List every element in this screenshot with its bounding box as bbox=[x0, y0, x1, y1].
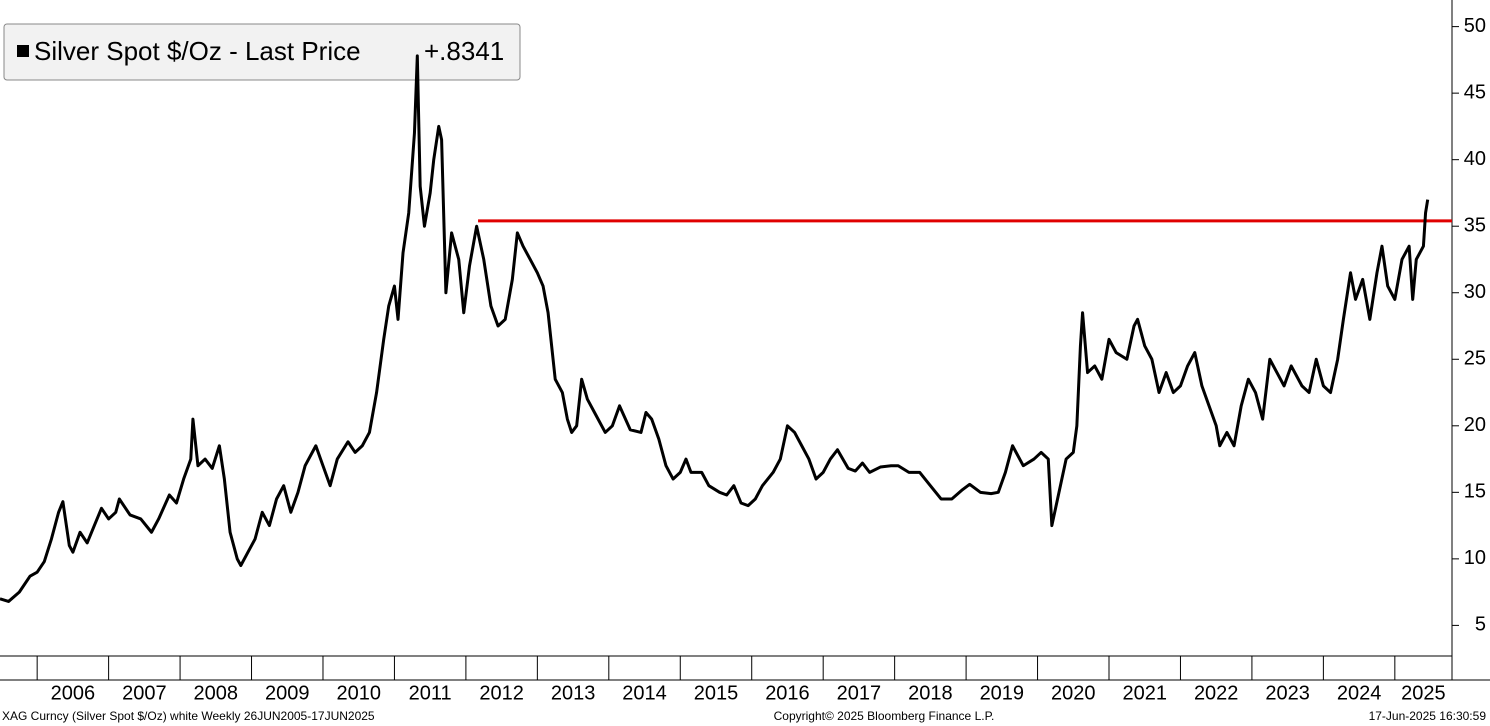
y-tick-label: 35 bbox=[1464, 214, 1486, 236]
legend-swatch bbox=[17, 45, 29, 57]
footer-center: Copyright© 2025 Bloomberg Finance L.P. bbox=[774, 709, 995, 723]
x-tick-label: 2017 bbox=[837, 682, 882, 704]
footer-left: XAG Curncy (Silver Spot $/Oz) white Week… bbox=[2, 709, 375, 723]
x-tick-label: 2011 bbox=[409, 682, 452, 704]
y-tick-label: 30 bbox=[1464, 281, 1486, 303]
y-tick-label: 20 bbox=[1464, 414, 1486, 436]
y-tick-label: 40 bbox=[1464, 148, 1486, 170]
price-line bbox=[0, 54, 1430, 603]
legend-label: Silver Spot $/Oz - Last Price bbox=[34, 36, 361, 66]
x-tick-label: 2024 bbox=[1337, 682, 1382, 704]
x-tick-label: 2010 bbox=[336, 682, 381, 704]
x-tick-label: 2020 bbox=[1051, 682, 1096, 704]
y-tick-label: 45 bbox=[1464, 81, 1486, 103]
x-tick-label: 2019 bbox=[980, 682, 1025, 704]
y-tick-label: 50 bbox=[1464, 15, 1486, 37]
x-tick-label: 2018 bbox=[908, 682, 953, 704]
legend-value: +.8341 bbox=[424, 36, 504, 66]
y-tick-label: 15 bbox=[1464, 481, 1486, 503]
x-tick-label: 2021 bbox=[1122, 682, 1167, 704]
x-tick-label: 2006 bbox=[51, 682, 96, 704]
legend: Silver Spot $/Oz - Last Price +.8341 bbox=[3, 23, 521, 81]
x-tick-label: 2009 bbox=[265, 682, 310, 704]
x-tick-label: 2012 bbox=[479, 682, 524, 704]
x-tick-label: 2025 bbox=[1401, 682, 1446, 704]
x-tick-label: 2014 bbox=[622, 682, 667, 704]
x-tick-label: 2016 bbox=[765, 682, 810, 704]
x-tick-label: 2023 bbox=[1265, 682, 1310, 704]
y-tick-label: 25 bbox=[1464, 348, 1486, 370]
x-tick-label: 2013 bbox=[551, 682, 596, 704]
x-tick-label: 2008 bbox=[194, 682, 239, 704]
x-tick-label: 2007 bbox=[122, 682, 167, 704]
x-tick-label: 2015 bbox=[694, 682, 739, 704]
y-tick-label: 5 bbox=[1475, 614, 1486, 636]
footer-right: 17-Jun-2025 16:30:59 bbox=[1369, 709, 1487, 723]
legend-box bbox=[3, 23, 521, 81]
x-tick-label: 2022 bbox=[1194, 682, 1239, 704]
y-tick-label: 10 bbox=[1464, 547, 1486, 569]
